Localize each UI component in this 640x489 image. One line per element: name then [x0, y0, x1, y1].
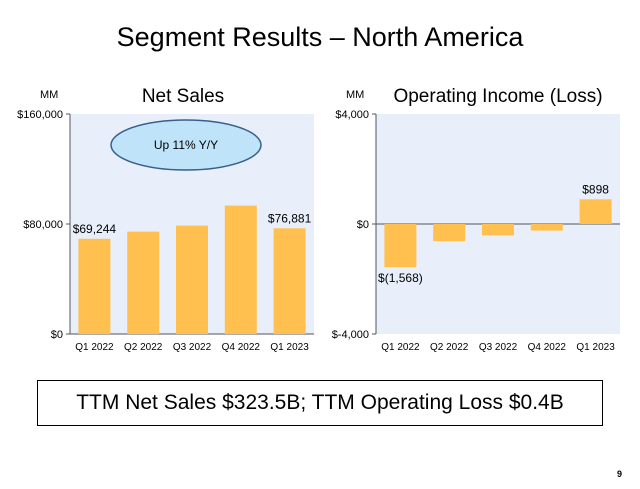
- y-tick-label: $4,000: [335, 109, 369, 121]
- x-category-label: Q1 2022: [381, 342, 420, 353]
- y-tick-label: $0: [357, 219, 369, 231]
- x-category-label: Q1 2022: [75, 342, 114, 353]
- bar: [530, 224, 563, 231]
- y-tick-label: $0: [51, 329, 63, 341]
- callout-ellipse: [110, 119, 262, 171]
- operating-income-chart: $-4,000 $0 $4,000 Q1 2022 Q2 2022 Q3 2022 Q4 2…: [332, 109, 620, 353]
- bar: [273, 228, 306, 334]
- summary-text: TTM Net Sales $323.5B; TTM Operating Los…: [76, 391, 564, 414]
- summary-box: TTM Net Sales $323.5B; TTM Operating Los…: [37, 380, 603, 426]
- net-sales-title: Net Sales: [141, 86, 225, 107]
- operating-income-unit-label: MM: [346, 89, 365, 101]
- x-category-label: Q3 2022: [479, 342, 518, 353]
- x-category-label: Q2 2022: [430, 342, 469, 353]
- bar: [384, 224, 417, 268]
- bar: [579, 199, 612, 224]
- bar: [433, 224, 466, 242]
- y-tick-label: $80,000: [23, 219, 63, 231]
- data-label: $76,881: [268, 211, 312, 225]
- bar: [224, 205, 257, 334]
- slide-title: Segment Results – North America: [116, 22, 524, 52]
- data-label: $69,244: [73, 222, 117, 236]
- x-category-label: Q1 2023: [576, 342, 615, 353]
- net-sales-chart: $0 $80,000 $160,000 Q1 2022 Q2 2022 Q3 2022 Q4…: [17, 109, 314, 353]
- data-label: $(1,568): [378, 271, 423, 285]
- bar: [176, 225, 208, 334]
- x-category-label: Q4 2022: [222, 342, 261, 353]
- operating-income-title: Operating Income (Loss): [393, 86, 603, 107]
- bar: [127, 231, 160, 334]
- x-category-label: Q3 2022: [173, 342, 212, 353]
- y-tick-label: $160,000: [17, 109, 63, 121]
- callout-text: Up 11% Y/Y: [154, 138, 218, 152]
- bar: [482, 224, 514, 236]
- net-sales-unit-label: MM: [40, 89, 59, 101]
- data-label: $898: [582, 182, 609, 196]
- page-number: 9: [616, 469, 622, 479]
- y-tick-label: $-4,000: [332, 329, 369, 341]
- x-category-label: Q2 2022: [124, 342, 163, 353]
- x-category-label: Q1 2023: [270, 342, 309, 353]
- bar: [78, 238, 111, 334]
- x-category-label: Q4 2022: [528, 342, 567, 353]
